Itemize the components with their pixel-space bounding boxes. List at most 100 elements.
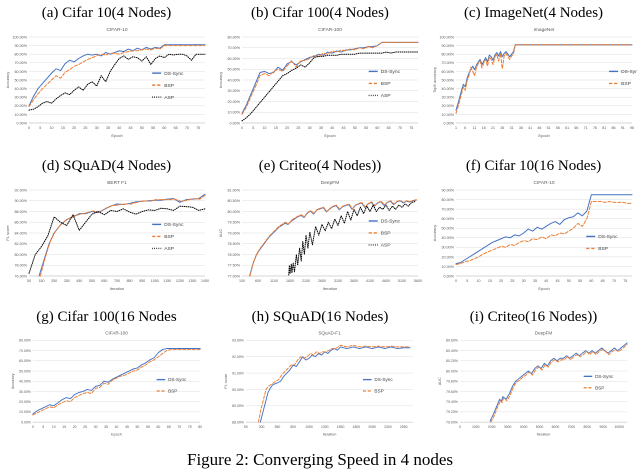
y-tick-label: 80.20% (446, 359, 458, 363)
x-tick-label: 5 (466, 279, 468, 283)
chart-a-xlabel: Epoch (111, 133, 122, 138)
x-tick-label: 91 (620, 126, 624, 130)
x-tick-label: 1 (455, 126, 457, 130)
x-tick-label: 96 (630, 126, 634, 130)
chart-d-series-BSP (39, 194, 205, 277)
x-tick-label: 4100 (366, 279, 374, 283)
chart-h: SQuAD-F1 88.00% 89.00% 90.00% 91.00% 92.00% 93… (224, 331, 414, 436)
x-tick-label: 40 (114, 425, 118, 429)
x-tick-label: 40 (330, 126, 334, 130)
x-tick-label: 71 (583, 126, 587, 130)
y-tick-label: 50.00% (441, 227, 454, 231)
y-tick-label: 80.40% (446, 349, 458, 353)
x-tick-label: 70 (177, 425, 181, 429)
subplot-i: (i) Criteo(16 Nodes)) DeepFM 79.00% 79.20%… (427, 304, 640, 446)
x-tick-label: 1100 (270, 279, 278, 283)
x-tick-label: 300 (259, 425, 265, 429)
x-tick-label: 800 (290, 425, 296, 429)
subplot-f: (f) Cifar 10(16 Nodes) CIFAR-10 0.00% 10.0… (427, 153, 640, 304)
y-tick-label: 70.00% (19, 349, 31, 353)
x-tick-label: 1600 (286, 279, 294, 283)
y-tick-label: 20.00% (441, 104, 454, 108)
y-tick-label: 40.00% (441, 87, 454, 91)
x-tick-label: 25 (83, 126, 87, 130)
y-tick-label: 80.00% (441, 198, 454, 202)
x-tick-label: 35 (319, 126, 323, 130)
chart-g: CIFAR-1000.00%10.00%20.00%30.00%40.00%50… (10, 331, 201, 437)
x-tick-label: 55 (151, 126, 155, 130)
x-tick-label: 1800 (353, 425, 361, 429)
x-tick-label: 60 (156, 425, 160, 429)
x-tick-label: 55 (145, 425, 149, 429)
x-tick-label: 750 (114, 279, 120, 283)
subplot-b: (b) Cifar 100(4 Nodes) CIFAR-100 0.00% 10.… (213, 0, 427, 153)
x-tick-label: 75 (187, 425, 191, 429)
y-tick-label: 92.00% (14, 188, 27, 192)
y-tick-label: 60.00% (441, 70, 454, 74)
x-tick-label: 1250 (175, 279, 183, 283)
subplot-grid: (a) Cifar 10(4 Nodes) CIFAR-10 0.00% 10.00… (0, 0, 640, 446)
x-tick-label: 2600 (318, 279, 326, 283)
y-tick-label: 79.00% (227, 231, 240, 235)
y-tick-label: 60.00% (441, 217, 454, 221)
chart-f-series-BSP (455, 200, 632, 266)
chart-g-series-DS-Sync (31, 348, 201, 415)
chart-i: DeepFM 79.00% 79.20% 79.40% 79.60% 79.80% 80.0… (437, 331, 628, 436)
y-tick-label: 30.00% (14, 96, 27, 100)
x-tick-label: 1150 (163, 279, 171, 283)
y-tick-label: 10.00% (441, 265, 454, 269)
chart-i-series-DS-Sync (489, 342, 628, 422)
y-tick-label: 20.00% (14, 104, 27, 108)
x-tick-label: 350 (63, 279, 69, 283)
y-tick-label: 80.60% (446, 339, 458, 343)
x-tick-label: 25 (83, 425, 87, 429)
chart-a-title: CIFAR-10 (106, 27, 127, 33)
x-tick-label: 5100 (398, 279, 406, 283)
y-tick-label: 78.00% (14, 264, 27, 268)
y-tick-label: 79.50% (227, 221, 240, 225)
x-tick-label: 30 (308, 126, 312, 130)
y-tick-label: 30.00% (441, 246, 454, 250)
x-tick-label: 65 (387, 126, 391, 130)
x-tick-label: 10000 (614, 425, 624, 429)
subplot-g: (g) Cifar 100(16 Nodes CIFAR-100 0.00% 10.… (0, 304, 213, 446)
x-tick-label: 66 (574, 126, 578, 130)
y-tick-label: 81.00% (227, 188, 240, 192)
chart-d-title: BERT F1 (107, 180, 127, 186)
x-tick-label: 3100 (334, 279, 342, 283)
chart-e-ylabel: AUC (218, 229, 223, 238)
y-tick-label: 88.00% (14, 210, 27, 214)
y-tick-label: 20.00% (441, 255, 454, 259)
y-tick-label: 79.60% (446, 390, 458, 394)
x-tick-label: 41 (528, 126, 532, 130)
y-tick-label: 79.40% (446, 400, 458, 404)
y-tick-label: 40.00% (19, 380, 31, 384)
x-tick-label: 20 (499, 279, 503, 283)
legend-label-BSP: BSP (381, 81, 391, 87)
chart-c-series-DS-Sync (455, 44, 632, 111)
y-tick-label: 92.00% (232, 355, 244, 359)
x-tick-label: 10 (263, 126, 267, 130)
x-tick-label: 50 (135, 425, 139, 429)
chart-b-series-ASP (241, 51, 419, 122)
chart-i-ylabel: AUC (437, 377, 441, 385)
chart-b: CIFAR-1000.00%10.00%20.00%30.00%40.00%50… (218, 27, 419, 138)
x-tick-label: 1350 (188, 279, 196, 283)
y-tick-label: 80.00% (227, 35, 240, 39)
legend-label-DS-Sync: DS-Sync (164, 71, 184, 77)
x-tick-label: 7000 (567, 425, 575, 429)
x-tick-label: 45 (125, 425, 129, 429)
legend-label-DS-Sync: DS-Sync (595, 374, 614, 379)
chart-d-xlabel: Iteration (109, 286, 123, 291)
chart-c: ImageNet 0.00% 10.00% 20.00% 30.00% 40.00% 50.… (432, 27, 637, 138)
x-tick-label: 76 (592, 126, 596, 130)
y-tick-label: 86.00% (14, 221, 27, 225)
y-tick-label: 70.00% (14, 61, 27, 65)
x-tick-label: 2550 (400, 425, 408, 429)
chart-g-ylabel: Accuracy (10, 373, 14, 389)
subplot-d-caption: (d) SQuAD(4 Nodes) (41, 158, 172, 174)
legend-label-BSP: BSP (595, 385, 604, 390)
x-tick-label: 45 (128, 126, 132, 130)
chart-h-series-BSP (257, 344, 411, 423)
chart-b-title: CIFAR-100 (318, 27, 342, 33)
